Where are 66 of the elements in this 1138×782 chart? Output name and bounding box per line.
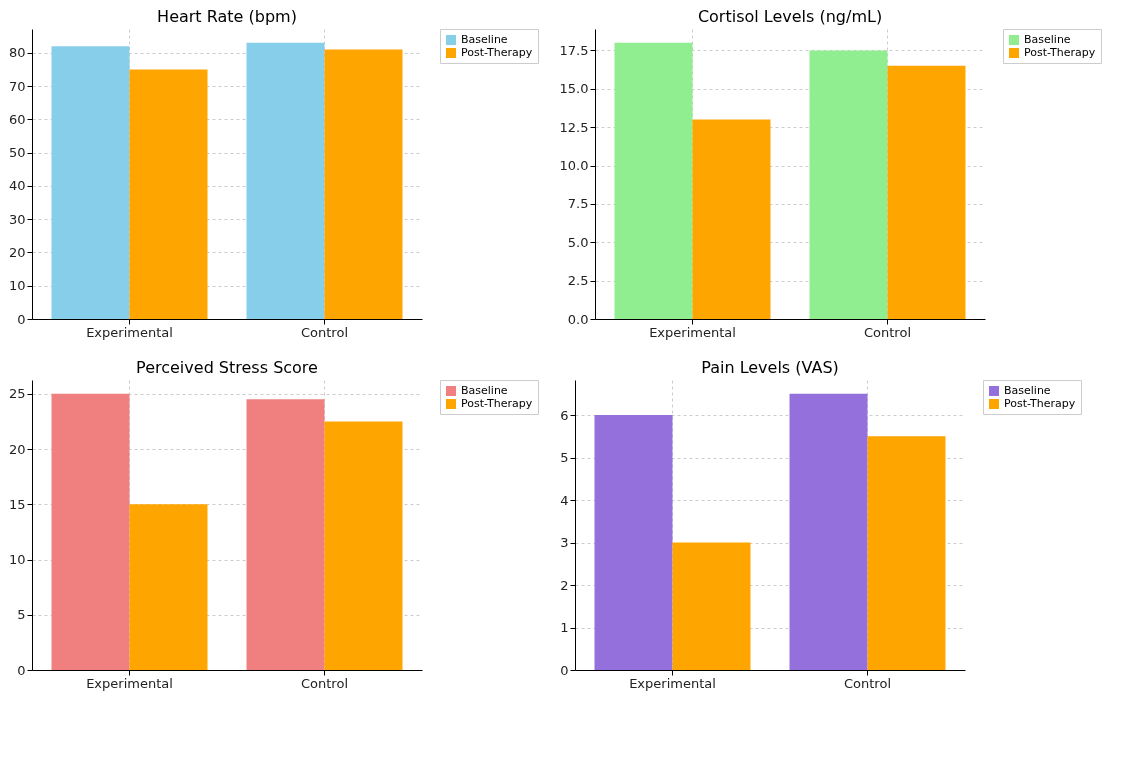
y-tick-label: 70	[8, 78, 26, 94]
bar	[324, 421, 403, 670]
y-tick-label: 25	[8, 386, 26, 402]
x-tick-label: Control	[301, 675, 348, 691]
bar	[789, 393, 868, 670]
chart-title: Perceived Stress Score	[136, 357, 318, 377]
y-tick-label: 6	[560, 407, 569, 423]
chart-title: Heart Rate (bpm)	[157, 6, 297, 26]
bar	[809, 50, 888, 319]
y-tick-label: 5	[560, 450, 569, 466]
bar	[51, 46, 130, 319]
y-tick-label: 7.5	[567, 196, 589, 212]
x-tick-label: Experimental	[86, 675, 173, 691]
y-tick-label: 10.0	[559, 158, 589, 174]
legend-label: Post-Therapy	[1004, 397, 1076, 410]
y-tick-label: 17.5	[559, 42, 589, 58]
y-tick-label: 1	[560, 620, 569, 636]
y-tick-label: 15	[8, 496, 26, 512]
chart-title: Cortisol Levels (ng/mL)	[697, 6, 883, 26]
y-tick-label: 15.0	[559, 81, 589, 97]
y-tick-label: 80	[8, 45, 26, 61]
legend-label: Post-Therapy	[1024, 46, 1096, 59]
y-tick-label: 5.0	[567, 234, 589, 250]
y-tick-label: 0	[17, 311, 26, 327]
y-tick-label: 20	[8, 441, 26, 457]
y-tick-label: 60	[8, 111, 26, 127]
legend-label: Baseline	[461, 33, 508, 46]
bar	[672, 542, 751, 670]
legend-label: Post-Therapy	[461, 46, 533, 59]
x-tick-label: Experimental	[86, 324, 173, 340]
y-tick-label: 20	[8, 244, 26, 260]
y-tick-label: 40	[8, 178, 26, 194]
y-tick-label: 30	[8, 211, 26, 227]
legend-label: Baseline	[1024, 33, 1071, 46]
bar	[594, 415, 673, 670]
bar	[324, 49, 403, 319]
bar	[246, 399, 325, 670]
bar	[867, 436, 946, 670]
y-tick-label: 10	[8, 552, 26, 568]
bar	[129, 69, 208, 319]
bar	[51, 393, 130, 670]
y-tick-label: 0.0	[567, 311, 589, 327]
bar	[246, 42, 325, 319]
y-tick-label: 50	[8, 145, 26, 161]
y-tick-label: 2	[560, 577, 569, 593]
chart-title: Pain Levels (VAS)	[701, 357, 839, 377]
y-tick-label: 4	[560, 492, 569, 508]
bar	[887, 65, 966, 319]
bar	[692, 119, 771, 319]
bar	[614, 42, 693, 319]
y-tick-label: 0	[560, 662, 569, 678]
x-tick-label: Control	[844, 675, 891, 691]
bar	[129, 504, 208, 670]
x-tick-label: Control	[864, 324, 911, 340]
y-tick-label: 5	[17, 607, 26, 623]
legend-label: Baseline	[1004, 384, 1051, 397]
y-tick-label: 3	[560, 535, 569, 551]
y-tick-label: 10	[8, 278, 26, 294]
legend-label: Post-Therapy	[461, 397, 533, 410]
legend-label: Baseline	[461, 384, 508, 397]
y-tick-label: 0	[17, 662, 26, 678]
x-tick-label: Experimental	[629, 675, 716, 691]
y-tick-label: 2.5	[567, 273, 589, 289]
y-tick-label: 12.5	[559, 119, 589, 135]
x-tick-label: Control	[301, 324, 348, 340]
x-tick-label: Experimental	[649, 324, 736, 340]
